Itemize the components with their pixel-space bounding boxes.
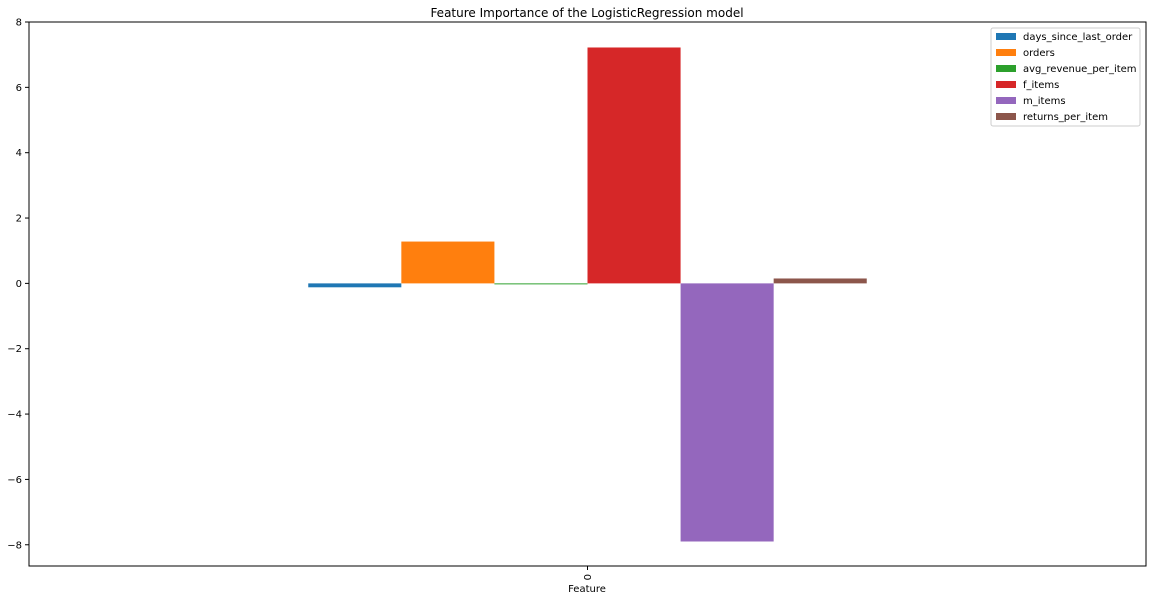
y-tick-label: −4 — [7, 410, 22, 421]
legend-label: f_items — [1023, 80, 1059, 91]
legend-swatch — [996, 97, 1016, 104]
x-axis: 0 — [583, 566, 594, 580]
legend-swatch — [996, 65, 1016, 72]
y-tick-label: 4 — [16, 148, 22, 159]
x-axis-label: Feature — [568, 584, 606, 595]
legend-swatch — [996, 113, 1016, 120]
bar-m-items — [680, 283, 774, 542]
chart-title: Feature Importance of the LogisticRegres… — [430, 6, 743, 20]
legend-box — [990, 27, 1141, 127]
legend-swatch — [996, 33, 1016, 40]
legend-label: returns_per_item — [1023, 112, 1108, 123]
y-tick-label: 0 — [16, 279, 22, 290]
bar-f-items — [587, 47, 681, 284]
legend-label: days_since_last_order — [1023, 32, 1133, 43]
y-tick-label: 6 — [16, 83, 22, 94]
y-tick-label: −2 — [7, 344, 22, 355]
legend-label: m_items — [1023, 96, 1066, 107]
legend-label: avg_revenue_per_item — [1023, 64, 1137, 75]
bars-group — [308, 47, 867, 542]
y-tick-label: −6 — [7, 475, 22, 486]
legend-label: orders — [1023, 48, 1055, 59]
bar-orders — [401, 241, 495, 284]
bar-avg-revenue-per-item — [494, 283, 588, 285]
bar-days-since-last-order — [308, 283, 402, 288]
legend-swatch — [996, 49, 1016, 56]
y-tick-label: 8 — [16, 18, 22, 29]
legend-swatch — [996, 81, 1016, 88]
bar-returns-per-item — [773, 278, 867, 284]
y-tick-label: −8 — [7, 540, 22, 551]
x-tick-label: 0 — [583, 574, 594, 580]
y-tick-label: 2 — [16, 214, 22, 225]
y-axis: −8 −6 −4 −2 0 2 4 6 8 — [7, 18, 29, 551]
